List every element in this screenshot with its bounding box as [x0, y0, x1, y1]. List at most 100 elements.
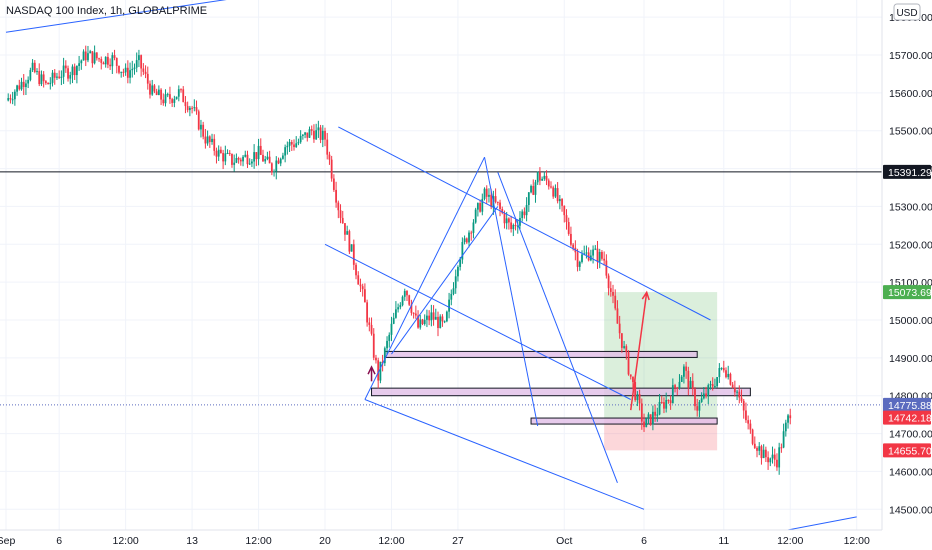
price-tick-label: 15200.00 — [889, 239, 932, 251]
candle-body — [113, 55, 116, 59]
support-zone-2[interactable] — [371, 387, 751, 397]
candle-body — [197, 111, 200, 130]
candle-body — [663, 402, 665, 409]
candle-body — [738, 391, 741, 398]
price-tag-4 — [883, 410, 931, 425]
candle-body — [379, 361, 382, 381]
candle-body — [153, 85, 156, 92]
trend-line-2[interactable] — [338, 126, 711, 321]
candle-body — [545, 175, 548, 181]
price-tick-label: 15300.00 — [889, 201, 932, 213]
candle-body — [496, 201, 499, 203]
candle-body — [490, 194, 493, 207]
candle-body — [149, 83, 151, 95]
trend-line-7[interactable] — [484, 157, 539, 427]
candle-body — [262, 154, 264, 162]
currency-badge[interactable] — [893, 3, 921, 21]
candle-body — [561, 199, 563, 206]
candle-body — [51, 72, 54, 83]
candle-body — [700, 398, 703, 402]
candle-body — [620, 333, 623, 348]
trend-line-3[interactable] — [324, 243, 631, 400]
candle-body — [215, 150, 218, 157]
candle-body — [689, 380, 692, 388]
candle-body — [603, 258, 606, 261]
candle-body — [397, 307, 400, 310]
candle-body — [547, 180, 550, 187]
candle-body — [20, 81, 23, 90]
candle-body — [177, 89, 180, 97]
trend-line-6[interactable] — [391, 206, 499, 355]
candle-body — [702, 393, 705, 399]
candle-body — [399, 305, 402, 308]
candle-body — [255, 152, 258, 160]
candle-body — [315, 130, 318, 140]
candle-body — [275, 160, 278, 172]
candle-body — [731, 384, 734, 388]
arrow-line-1[interactable] — [629, 292, 648, 411]
candle-body — [403, 290, 406, 297]
candle-body — [9, 98, 12, 100]
candle-body — [235, 158, 238, 163]
candle-body — [264, 159, 267, 162]
candle-body — [651, 411, 654, 425]
candle-body — [184, 102, 187, 107]
trend-line-4[interactable] — [364, 399, 645, 510]
candle-body — [319, 127, 322, 140]
candle-body — [576, 252, 579, 267]
candle-body — [523, 211, 526, 216]
candle-body — [707, 385, 710, 397]
candle-body — [472, 222, 475, 233]
candle-body — [98, 58, 100, 60]
candle-body — [11, 99, 14, 101]
candle-body — [346, 231, 349, 235]
candle-body — [771, 454, 774, 459]
candle-body — [82, 51, 85, 61]
candle-body — [629, 374, 632, 377]
candle-body — [129, 70, 131, 78]
candle-body — [718, 368, 721, 378]
candle-body — [155, 91, 158, 95]
candle-body — [395, 309, 397, 318]
candle-body — [173, 99, 176, 103]
candle-body — [324, 130, 326, 140]
candle-body — [764, 449, 767, 458]
candle-body — [115, 58, 118, 66]
candle-body — [720, 367, 723, 369]
candle-body — [499, 202, 501, 210]
candle-body — [38, 71, 41, 85]
time-tick-label: Sep — [0, 535, 15, 547]
candle-body — [67, 68, 69, 79]
support-zone-3[interactable] — [530, 417, 718, 425]
candle-body — [53, 72, 56, 78]
candle-body — [554, 188, 557, 197]
candle-body — [206, 136, 209, 144]
candle-body — [133, 67, 136, 69]
candle-body — [470, 232, 473, 234]
candle-body — [361, 286, 364, 290]
trend-line-8[interactable] — [497, 172, 618, 483]
candle-body — [705, 393, 707, 397]
price-tag-label-4: 14742.18 — [888, 413, 932, 425]
candle-body — [740, 397, 743, 401]
candle-body — [259, 145, 262, 155]
candle-body — [56, 76, 58, 78]
candle-body — [195, 107, 198, 112]
candle-body — [658, 401, 661, 415]
price-tag-1 — [883, 164, 931, 179]
candle-body — [328, 154, 331, 160]
trend-line-5[interactable] — [364, 156, 485, 400]
candle-body — [248, 163, 251, 165]
candle-body — [18, 85, 21, 90]
candle-body — [95, 52, 98, 59]
candle-body — [439, 316, 442, 329]
candle-body — [607, 275, 610, 289]
trend-line-1[interactable] — [5, 0, 312, 33]
candle-body — [468, 232, 470, 243]
candle-body — [773, 454, 776, 460]
candle-body — [609, 288, 612, 292]
candle-body — [627, 352, 630, 375]
candle-body — [22, 81, 25, 88]
